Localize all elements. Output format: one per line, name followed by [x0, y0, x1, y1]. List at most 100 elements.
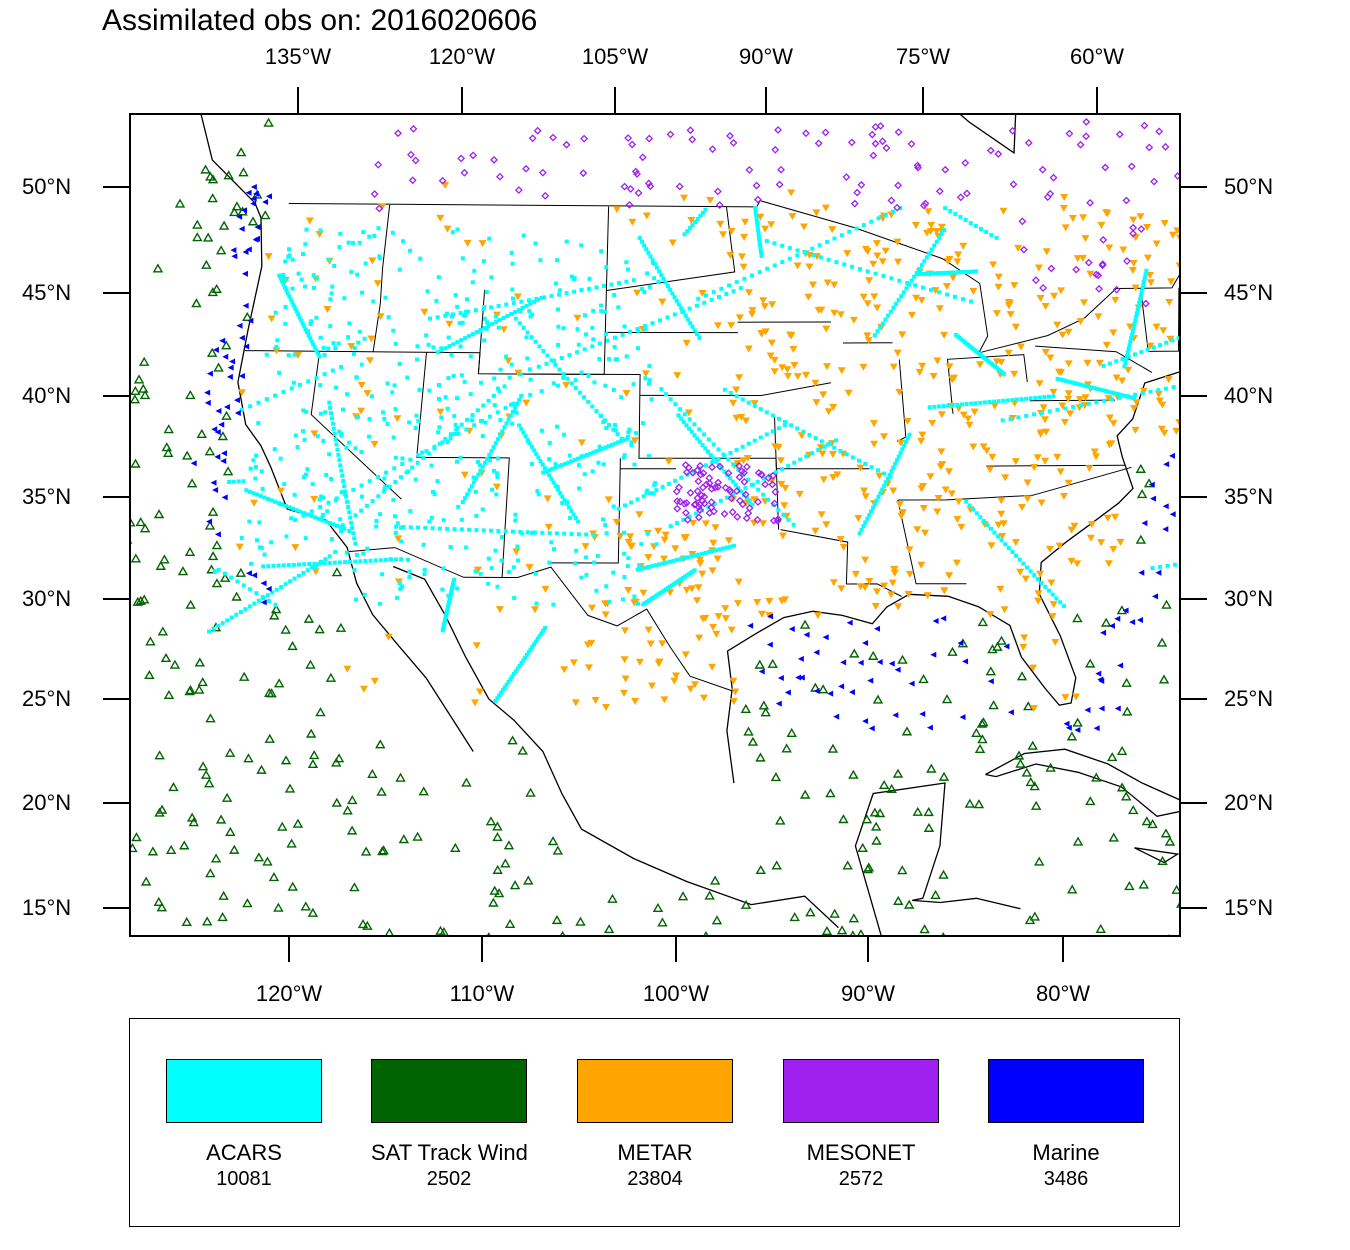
metar-marker: [790, 362, 799, 370]
acars-marker: [642, 565, 647, 570]
metar-marker: [898, 331, 907, 339]
mesonet-marker: [1150, 177, 1159, 186]
mesonet-marker: [956, 193, 965, 202]
mesonet-marker: [726, 131, 734, 140]
acars-marker: [728, 544, 733, 549]
sat-wind-marker: [652, 902, 664, 912]
acars-marker: [445, 406, 450, 411]
marine-marker: [777, 674, 784, 681]
mesonet-marker: [1043, 193, 1052, 202]
acars-marker: [747, 499, 752, 504]
right-lat-label: 50°N: [1224, 174, 1274, 199]
sat-wind-marker: [492, 864, 503, 874]
acars-marker: [912, 274, 917, 279]
metar-marker: [923, 592, 932, 600]
acars-marker: [599, 303, 604, 308]
acars-marker: [504, 682, 509, 687]
acars-marker: [539, 631, 544, 636]
metar-marker: [647, 682, 656, 690]
metar-marker: [370, 440, 379, 448]
bottom-lon-label: 110°W: [449, 981, 515, 1006]
metar-marker: [359, 685, 368, 693]
mesonet-marker: [775, 180, 784, 189]
acars-marker: [934, 239, 939, 244]
acars-marker: [383, 484, 388, 489]
acars-marker: [746, 400, 751, 405]
acars-marker: [435, 479, 440, 484]
sat-wind-marker: [1023, 701, 1034, 711]
acars-marker: [759, 253, 764, 258]
acars-marker: [944, 292, 949, 297]
acars-marker: [876, 494, 881, 499]
marine-marker: [231, 253, 238, 260]
sat-wind-marker: [1015, 758, 1026, 768]
mesonet-marker: [740, 477, 749, 486]
acars-marker: [368, 558, 373, 563]
top-lon-label: 135°W: [264, 44, 332, 69]
acars-marker: [994, 235, 999, 240]
marine-marker: [250, 200, 257, 207]
metar-marker: [460, 471, 469, 479]
right-lat-label: 25°N: [1224, 686, 1274, 711]
metar-marker: [1006, 311, 1015, 319]
mesonet-marker: [1204, 239, 1210, 245]
legend-name: SAT Track Wind: [371, 1140, 528, 1165]
acars-marker: [464, 545, 469, 550]
sat-wind-marker: [271, 604, 282, 614]
sat-wind-marker: [1233, 748, 1241, 755]
mesonet-marker: [777, 165, 786, 174]
acars-marker: [553, 281, 558, 286]
acars-marker: [706, 437, 711, 442]
acars-marker: [349, 270, 354, 275]
acars-marker: [731, 543, 736, 548]
sat-wind-marker: [857, 842, 868, 852]
acars-marker: [810, 246, 815, 251]
acars-marker: [888, 474, 893, 479]
acars-marker: [920, 271, 925, 276]
metar-marker: [1029, 664, 1038, 672]
acars-marker: [351, 531, 356, 536]
sat-wind-marker: [1202, 774, 1210, 781]
mesonet-marker: [737, 467, 746, 476]
mesonet-marker: [1238, 208, 1244, 214]
acars-marker: [495, 584, 500, 589]
metar-marker: [1011, 539, 1020, 547]
metar-marker: [1131, 284, 1140, 292]
metar-marker: [621, 675, 630, 683]
acars-marker: [728, 476, 733, 481]
acars-marker: [261, 564, 266, 569]
metar-marker: [843, 250, 852, 258]
acars-marker: [604, 531, 609, 536]
acars-marker: [291, 303, 296, 308]
sat-wind-marker: [256, 764, 267, 774]
acars-marker: [1188, 560, 1192, 564]
sat-wind-marker: [168, 781, 179, 792]
acars-marker: [269, 498, 274, 503]
acars-marker: [822, 444, 827, 449]
metar-marker: [748, 307, 757, 315]
acars-marker: [529, 335, 534, 340]
metar-marker: [1021, 575, 1030, 583]
metar-marker: [363, 390, 372, 398]
marine-marker: [962, 658, 969, 665]
acars-marker: [290, 286, 295, 291]
sat-wind-marker: [376, 786, 387, 796]
metar-marker: [276, 487, 285, 495]
acars-marker: [234, 612, 239, 617]
sat-wind-marker: [1227, 562, 1235, 569]
acars-marker: [370, 499, 375, 504]
state-border: [1029, 399, 1116, 402]
sat-wind-marker: [133, 374, 145, 384]
metar-marker: [681, 651, 690, 659]
acars-marker: [647, 378, 652, 383]
acars-marker: [1123, 394, 1128, 399]
metar-marker: [871, 602, 880, 610]
acars-marker: [562, 498, 567, 503]
mesonet-marker: [735, 473, 744, 482]
acars-marker: [854, 226, 859, 231]
mesonet-marker: [921, 199, 930, 208]
metar-marker: [821, 204, 830, 212]
sat-wind-marker: [805, 907, 816, 917]
acars-marker: [468, 392, 473, 397]
acars-marker: [687, 426, 692, 431]
